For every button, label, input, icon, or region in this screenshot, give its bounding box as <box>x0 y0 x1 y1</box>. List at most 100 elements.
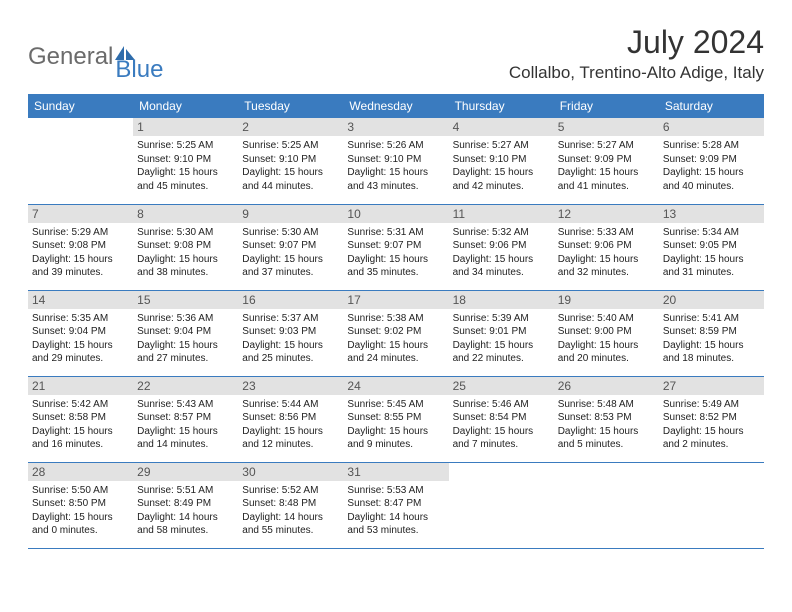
day-details: Sunrise: 5:34 AMSunset: 9:05 PMDaylight:… <box>663 226 760 280</box>
day-details: Sunrise: 5:29 AMSunset: 9:08 PMDaylight:… <box>32 226 129 280</box>
title-block: July 2024 Collalbo, Trentino-Alto Adige,… <box>509 24 764 83</box>
day-number: 22 <box>133 377 238 395</box>
day-details: Sunrise: 5:25 AMSunset: 9:10 PMDaylight:… <box>242 139 339 193</box>
calendar-day-cell: 29 Sunrise: 5:51 AMSunset: 8:49 PMDayligh… <box>133 462 238 548</box>
weekday-header: Thursday <box>449 94 554 118</box>
calendar-day-cell: 21Sunrise: 5:42 AMSunset: 8:58 PMDayligh… <box>28 376 133 462</box>
day-number: 4 <box>449 118 554 136</box>
day-number: 30 <box>238 463 343 481</box>
calendar-empty-cell <box>554 462 659 548</box>
calendar-day-cell: 3 Sunrise: 5:26 AMSunset: 9:10 PMDaylight… <box>343 118 448 204</box>
day-details: Sunrise: 5:53 AMSunset: 8:47 PMDaylight:… <box>347 484 444 538</box>
day-number: 15 <box>133 291 238 309</box>
day-details: Sunrise: 5:38 AMSunset: 9:02 PMDaylight:… <box>347 312 444 366</box>
calendar-day-cell: 12Sunrise: 5:33 AMSunset: 9:06 PMDayligh… <box>554 204 659 290</box>
day-number: 26 <box>554 377 659 395</box>
calendar-day-cell: 10 Sunrise: 5:31 AMSunset: 9:07 PMDayligh… <box>343 204 448 290</box>
day-details: Sunrise: 5:50 AMSunset: 8:50 PMDaylight:… <box>32 484 129 538</box>
day-number: 21 <box>28 377 133 395</box>
day-number: 27 <box>659 377 764 395</box>
day-number: 6 <box>659 118 764 136</box>
day-number: 14 <box>28 291 133 309</box>
weekday-header: Tuesday <box>238 94 343 118</box>
location-text: Collalbo, Trentino-Alto Adige, Italy <box>509 63 764 83</box>
day-number: 11 <box>449 205 554 223</box>
calendar-day-cell: 16 Sunrise: 5:37 AMSunset: 9:03 PMDayligh… <box>238 290 343 376</box>
day-number: 3 <box>343 118 448 136</box>
day-details: Sunrise: 5:35 AMSunset: 9:04 PMDaylight:… <box>32 312 129 366</box>
day-details: Sunrise: 5:27 AMSunset: 9:09 PMDaylight:… <box>558 139 655 193</box>
calendar-day-cell: 11Sunrise: 5:32 AMSunset: 9:06 PMDayligh… <box>449 204 554 290</box>
calendar-day-cell: 17 Sunrise: 5:38 AMSunset: 9:02 PMDayligh… <box>343 290 448 376</box>
day-number: 16 <box>238 291 343 309</box>
calendar-body: 1Sunrise: 5:25 AMSunset: 9:10 PMDaylight… <box>28 118 764 548</box>
calendar-empty-cell <box>659 462 764 548</box>
logo: General Blue <box>28 30 163 84</box>
day-details: Sunrise: 5:43 AMSunset: 8:57 PMDaylight:… <box>137 398 234 452</box>
day-details: Sunrise: 5:26 AMSunset: 9:10 PMDaylight:… <box>347 139 444 193</box>
day-details: Sunrise: 5:52 AMSunset: 8:48 PMDaylight:… <box>242 484 339 538</box>
calendar-week-row: 28 Sunrise: 5:50 AMSunset: 8:50 PMDayligh… <box>28 462 764 548</box>
calendar-day-cell: 27 Sunrise: 5:49 AMSunset: 8:52 PMDayligh… <box>659 376 764 462</box>
header: General Blue July 2024 Collalbo, Trentin… <box>28 24 764 84</box>
weekday-header-row: SundayMondayTuesdayWednesdayThursdayFrid… <box>28 94 764 118</box>
calendar-day-cell: 14 Sunrise: 5:35 AMSunset: 9:04 PMDayligh… <box>28 290 133 376</box>
day-details: Sunrise: 5:51 AMSunset: 8:49 PMDaylight:… <box>137 484 234 538</box>
day-number: 29 <box>133 463 238 481</box>
calendar-day-cell: 30 Sunrise: 5:52 AMSunset: 8:48 PMDayligh… <box>238 462 343 548</box>
calendar-day-cell: 23 Sunrise: 5:44 AMSunset: 8:56 PMDayligh… <box>238 376 343 462</box>
month-title: July 2024 <box>509 24 764 61</box>
day-number: 2 <box>238 118 343 136</box>
calendar-empty-cell <box>449 462 554 548</box>
day-number: 28 <box>28 463 133 481</box>
day-details: Sunrise: 5:45 AMSunset: 8:55 PMDaylight:… <box>347 398 444 452</box>
weekday-header: Wednesday <box>343 94 448 118</box>
day-number: 17 <box>343 291 448 309</box>
day-number: 20 <box>659 291 764 309</box>
weekday-header: Friday <box>554 94 659 118</box>
calendar-day-cell: 22 Sunrise: 5:43 AMSunset: 8:57 PMDayligh… <box>133 376 238 462</box>
calendar-day-cell: 1 Sunrise: 5:25 AMSunset: 9:10 PMDaylight… <box>133 118 238 204</box>
day-details: Sunrise: 5:37 AMSunset: 9:03 PMDaylight:… <box>242 312 339 366</box>
day-number: 7 <box>28 205 133 223</box>
calendar-day-cell: 24Sunrise: 5:45 AMSunset: 8:55 PMDayligh… <box>343 376 448 462</box>
day-number: 31 <box>343 463 448 481</box>
day-number: 10 <box>343 205 448 223</box>
day-details: Sunrise: 5:30 AMSunset: 9:07 PMDaylight:… <box>242 226 339 280</box>
day-details: Sunrise: 5:25 AMSunset: 9:10 PMDaylight:… <box>137 139 234 193</box>
calendar-day-cell: 19Sunrise: 5:40 AMSunset: 9:00 PMDayligh… <box>554 290 659 376</box>
logo-text-general: General <box>28 43 113 71</box>
calendar-week-row: 7 Sunrise: 5:29 AMSunset: 9:08 PMDaylight… <box>28 204 764 290</box>
calendar-day-cell: 5 Sunrise: 5:27 AMSunset: 9:09 PMDaylight… <box>554 118 659 204</box>
calendar-day-cell: 13 Sunrise: 5:34 AMSunset: 9:05 PMDayligh… <box>659 204 764 290</box>
calendar-day-cell: 15Sunrise: 5:36 AMSunset: 9:04 PMDayligh… <box>133 290 238 376</box>
calendar-day-cell: 4 Sunrise: 5:27 AMSunset: 9:10 PMDaylight… <box>449 118 554 204</box>
day-details: Sunrise: 5:44 AMSunset: 8:56 PMDaylight:… <box>242 398 339 452</box>
calendar-day-cell: 28 Sunrise: 5:50 AMSunset: 8:50 PMDayligh… <box>28 462 133 548</box>
weekday-header: Sunday <box>28 94 133 118</box>
day-number: 23 <box>238 377 343 395</box>
calendar-day-cell: 8Sunrise: 5:30 AMSunset: 9:08 PMDaylight… <box>133 204 238 290</box>
day-details: Sunrise: 5:48 AMSunset: 8:53 PMDaylight:… <box>558 398 655 452</box>
calendar-empty-cell <box>28 118 133 204</box>
day-details: Sunrise: 5:46 AMSunset: 8:54 PMDaylight:… <box>453 398 550 452</box>
calendar-week-row: 21Sunrise: 5:42 AMSunset: 8:58 PMDayligh… <box>28 376 764 462</box>
day-details: Sunrise: 5:28 AMSunset: 9:09 PMDaylight:… <box>663 139 760 193</box>
calendar-day-cell: 9Sunrise: 5:30 AMSunset: 9:07 PMDaylight… <box>238 204 343 290</box>
calendar-day-cell: 2 Sunrise: 5:25 AMSunset: 9:10 PMDaylight… <box>238 118 343 204</box>
calendar-table: SundayMondayTuesdayWednesdayThursdayFrid… <box>28 94 764 549</box>
day-details: Sunrise: 5:30 AMSunset: 9:08 PMDaylight:… <box>137 226 234 280</box>
calendar-week-row: 14 Sunrise: 5:35 AMSunset: 9:04 PMDayligh… <box>28 290 764 376</box>
day-details: Sunrise: 5:27 AMSunset: 9:10 PMDaylight:… <box>453 139 550 193</box>
day-details: Sunrise: 5:39 AMSunset: 9:01 PMDaylight:… <box>453 312 550 366</box>
day-details: Sunrise: 5:40 AMSunset: 9:00 PMDaylight:… <box>558 312 655 366</box>
calendar-day-cell: 7 Sunrise: 5:29 AMSunset: 9:08 PMDaylight… <box>28 204 133 290</box>
day-details: Sunrise: 5:31 AMSunset: 9:07 PMDaylight:… <box>347 226 444 280</box>
calendar-day-cell: 18Sunrise: 5:39 AMSunset: 9:01 PMDayligh… <box>449 290 554 376</box>
calendar-week-row: 1Sunrise: 5:25 AMSunset: 9:10 PMDaylight… <box>28 118 764 204</box>
day-number: 13 <box>659 205 764 223</box>
day-number: 5 <box>554 118 659 136</box>
day-details: Sunrise: 5:49 AMSunset: 8:52 PMDaylight:… <box>663 398 760 452</box>
weekday-header: Monday <box>133 94 238 118</box>
day-number: 1 <box>133 118 238 136</box>
